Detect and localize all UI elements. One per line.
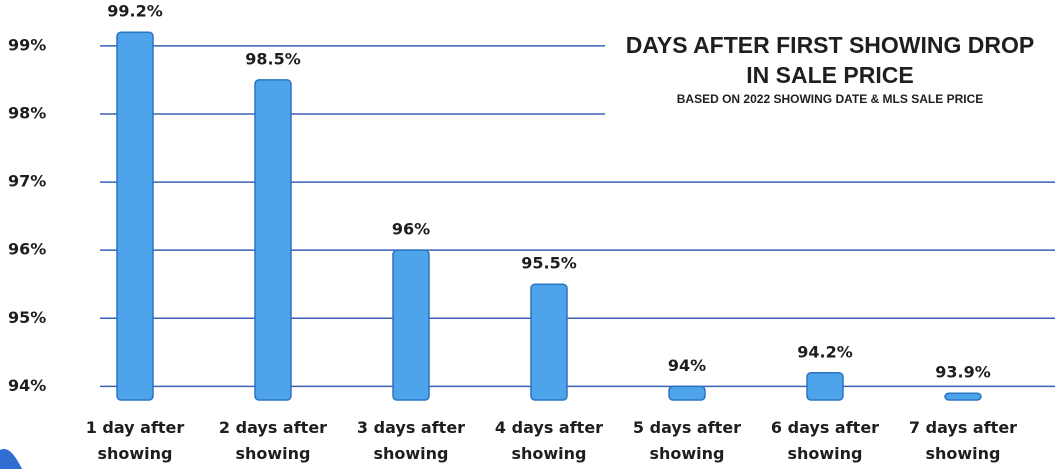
bar [392,249,430,401]
bar [254,79,292,401]
corner-decoration [0,448,22,469]
chart-subtitle: BASED ON 2022 SHOWING DATE & MLS SALE PR… [676,92,984,106]
x-tick-label: 1 day after showing [85,418,185,463]
bar [806,372,844,401]
data-label: 98.5% [245,49,301,68]
x-tick-label: 2 days after showing [218,418,328,463]
data-label: 93.9% [935,363,991,382]
y-tick-label: 96% [8,240,46,259]
data-label: 94.2% [797,342,853,361]
bar [668,385,706,401]
data-label: 95.5% [521,254,577,273]
chart-title: DAYS AFTER FIRST SHOWING DROP IN SALE PR… [620,30,1040,90]
x-tick-label: 5 days after showing [632,418,742,463]
bar [116,31,154,401]
y-tick-label: 98% [8,103,46,122]
data-label: 99.2% [107,2,163,21]
y-tick-label: 94% [8,376,46,395]
y-tick-label: 99% [8,35,46,54]
x-tick-label: 3 days after showing [356,418,466,463]
x-tick-label: 4 days after showing [494,418,604,463]
bar [530,283,568,401]
data-label: 96% [392,220,430,239]
data-label: 94% [668,356,706,375]
x-tick-label: 6 days after showing [770,418,880,463]
y-tick-label: 95% [8,308,46,327]
bar [944,392,982,401]
y-tick-label: 97% [8,172,46,191]
x-tick-label: 7 days after showing [908,418,1018,463]
